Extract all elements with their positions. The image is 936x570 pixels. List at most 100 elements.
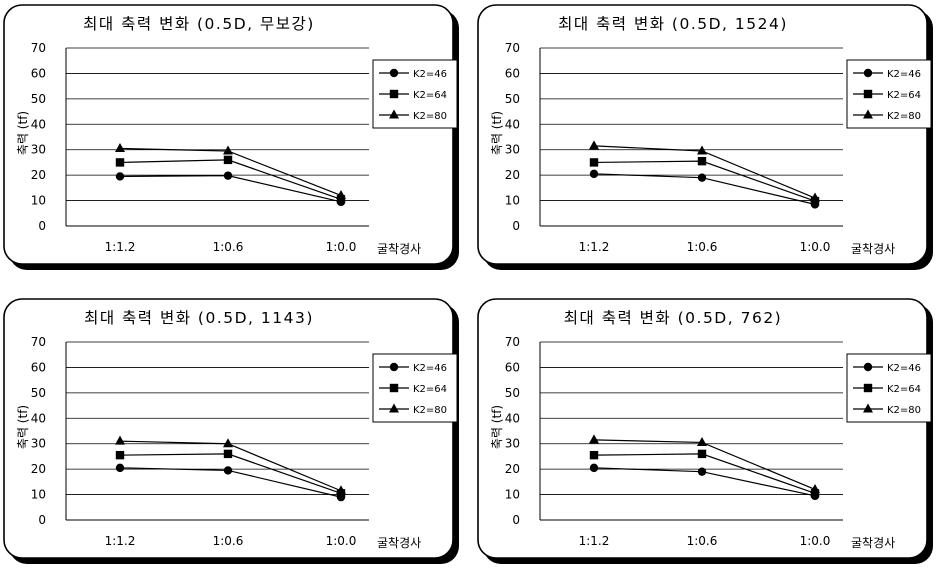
data-point — [589, 169, 599, 179]
y-tick-label: 20 — [505, 462, 520, 476]
chart-panel-2: 최대 축력 변화 (0.5D, 1524) 0 10 20 30 40 50 60 70 축력 (… — [477, 4, 933, 270]
legend-box — [372, 59, 458, 129]
data-point — [115, 450, 125, 460]
legend-label: K2=64 — [887, 384, 921, 395]
line-chart: 최대 축력 변화 (0.5D, 무보강) 0 10 20 30 40 50 60 70 축력 (t… — [3, 4, 459, 270]
x-axis-label: 굴착경사 — [851, 536, 895, 550]
y-tick-label: 50 — [505, 92, 520, 106]
x-tick-label: 1:1.2 — [105, 534, 136, 548]
y-tick-label: 20 — [31, 168, 46, 182]
chart-title: 최대 축력 변화 (0.5D, 762) — [564, 309, 782, 327]
legend-label: K2=80 — [413, 111, 447, 122]
x-tick-label: 1:1.2 — [579, 534, 610, 548]
panel-frame — [477, 4, 928, 265]
legend-marker — [863, 403, 873, 413]
y-tick-label: 60 — [31, 66, 46, 80]
data-point — [589, 450, 599, 460]
line-chart: 최대 축력 변화 (0.5D, 1143) 0 10 20 30 40 50 60 70 축력 (… — [3, 298, 459, 564]
y-axis-label: 축력 (tf) — [490, 405, 504, 449]
data-point — [223, 171, 233, 180]
legend-label: K2=64 — [887, 90, 921, 101]
x-tick-label: 1:1.2 — [105, 240, 136, 254]
x-tick-label: 1:0.6 — [687, 534, 718, 548]
data-point — [336, 189, 346, 199]
legend-label: K2=46 — [887, 363, 921, 374]
panel-frame — [3, 4, 454, 265]
chart-title: 최대 축력 변화 (0.5D, 1524) — [558, 15, 788, 33]
y-tick-label: 50 — [505, 386, 520, 400]
data-point — [115, 172, 125, 181]
data-point — [697, 173, 707, 182]
data-point — [223, 155, 233, 165]
y-tick-label: 30 — [505, 437, 520, 451]
legend-label: K2=46 — [413, 363, 447, 374]
data-point — [697, 436, 707, 446]
data-point — [810, 489, 820, 498]
y-tick-label: 70 — [31, 335, 46, 349]
data-point — [115, 463, 125, 473]
y-tick-label: 10 — [31, 194, 46, 208]
data-point — [223, 438, 233, 448]
data-point — [589, 140, 599, 150]
y-axis-label: 축력 (tf) — [16, 405, 30, 449]
y-tick-label: 40 — [31, 411, 46, 425]
data-point — [697, 467, 707, 476]
legend-marker — [863, 383, 873, 393]
x-tick-label: 1:1.2 — [579, 240, 610, 254]
legend-marker — [863, 109, 873, 119]
legend-label: K2=80 — [887, 111, 921, 122]
x-axis-label: 굴착경사 — [377, 242, 421, 256]
data-point — [115, 142, 125, 152]
x-tick-label: 1:0.0 — [800, 534, 831, 548]
data-point — [223, 145, 233, 155]
legend-label: K2=46 — [413, 69, 447, 80]
y-tick-label: 70 — [505, 335, 520, 349]
chart-panel-3: 최대 축력 변화 (0.5D, 1143) 0 10 20 30 40 50 60 70 축력 (… — [3, 298, 459, 564]
data-point — [115, 435, 125, 445]
y-tick-label: 30 — [31, 143, 46, 157]
x-tick-label: 1:0.0 — [326, 534, 357, 548]
y-tick-label: 30 — [31, 437, 46, 451]
chart-panel-4: 최대 축력 변화 (0.5D, 762) 0 10 20 30 40 50 60 70 축력 (t… — [477, 298, 933, 564]
y-axis-label: 축력 (tf) — [16, 111, 30, 155]
y-tick-label: 0 — [512, 219, 520, 233]
legend-marker — [863, 89, 873, 99]
x-tick-label: 1:0.0 — [326, 240, 357, 254]
data-point — [336, 485, 346, 495]
legend-label: K2=80 — [413, 405, 447, 416]
data-point — [223, 466, 233, 475]
y-tick-label: 30 — [505, 143, 520, 157]
data-point — [115, 158, 125, 167]
x-tick-label: 1:0.6 — [213, 534, 244, 548]
data-point — [697, 145, 707, 155]
legend-marker — [389, 109, 399, 119]
line-chart: 최대 축력 변화 (0.5D, 762) 0 10 20 30 40 50 60 70 축력 (t… — [477, 298, 933, 564]
panel-frame — [3, 298, 454, 559]
x-axis-label: 굴착경사 — [851, 242, 895, 256]
chart-panel-1: 최대 축력 변화 (0.5D, 무보강) 0 10 20 30 40 50 60 70 축력 (t… — [3, 4, 459, 270]
legend-marker — [389, 383, 399, 393]
legend-marker — [389, 68, 399, 78]
x-tick-label: 1:0.6 — [213, 240, 244, 254]
data-point — [697, 156, 707, 166]
y-tick-label: 70 — [31, 41, 46, 55]
legend-label: K2=46 — [887, 69, 921, 80]
x-tick-label: 1:0.6 — [687, 240, 718, 254]
y-tick-label: 50 — [31, 92, 46, 106]
legend-marker — [389, 403, 399, 413]
data-point — [223, 449, 233, 459]
y-tick-label: 0 — [512, 513, 520, 527]
y-tick-label: 20 — [31, 462, 46, 476]
y-tick-label: 40 — [31, 117, 46, 131]
y-tick-label: 70 — [505, 41, 520, 55]
y-tick-label: 0 — [38, 513, 46, 527]
legend-label: K2=64 — [413, 384, 447, 395]
y-tick-label: 0 — [38, 219, 46, 233]
y-tick-label: 10 — [505, 194, 520, 208]
y-tick-label: 50 — [31, 386, 46, 400]
y-tick-label: 20 — [505, 168, 520, 182]
y-axis-label: 축력 (tf) — [490, 111, 504, 155]
data-point — [697, 449, 707, 459]
x-axis-label: 굴착경사 — [377, 536, 421, 550]
y-tick-label: 10 — [505, 488, 520, 502]
